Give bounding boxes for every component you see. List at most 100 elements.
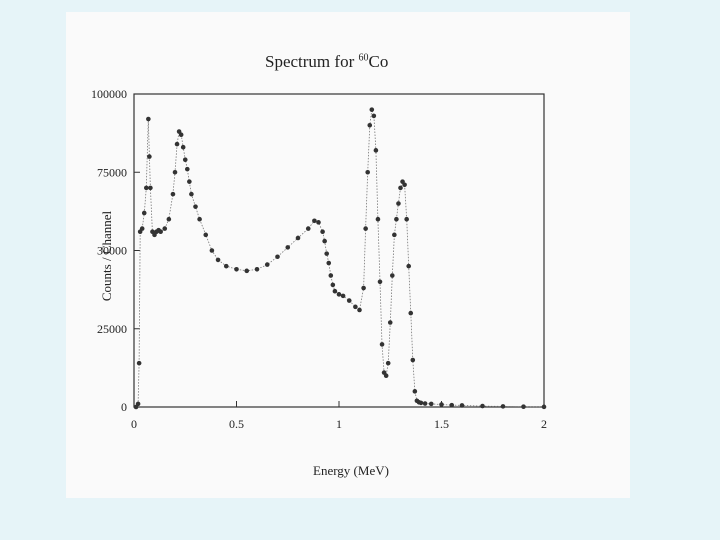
y-tick-label: 75000 (97, 165, 127, 179)
data-point (172, 169, 178, 175)
data-point (459, 403, 465, 408)
data-point (377, 279, 383, 285)
x-tick-label: 0.5 (229, 417, 244, 431)
data-point (367, 123, 373, 128)
data-point (141, 210, 147, 216)
data-point (373, 148, 379, 153)
chart-title-isotope-symbol: Co (368, 52, 389, 71)
data-point (316, 220, 321, 225)
data-point (394, 216, 399, 222)
data-point (295, 235, 301, 241)
data-point (369, 107, 375, 112)
data-point (135, 401, 141, 407)
data-point (136, 360, 142, 366)
data-point (174, 141, 180, 147)
data-point (275, 254, 280, 260)
data-point (244, 268, 250, 274)
data-point (326, 260, 332, 266)
data-point (144, 185, 149, 191)
data-point (392, 232, 397, 238)
x-tick-label: 2 (541, 417, 547, 431)
data-point (449, 402, 455, 408)
data-point (480, 403, 485, 409)
data-point (398, 185, 403, 191)
data-point (385, 360, 391, 366)
x-axis-label: Energy (MeV) (313, 463, 389, 478)
y-tick-label: 30000 (97, 244, 127, 258)
data-point (541, 404, 547, 410)
x-tick-label: 1.5 (434, 417, 449, 431)
data-point (147, 154, 152, 159)
data-point (185, 166, 190, 172)
chart-title-text: Spectrum for (265, 52, 359, 71)
data-point (330, 282, 336, 288)
y-tick-label: 25000 (97, 322, 127, 336)
data-point (320, 229, 325, 235)
data-point (412, 389, 418, 394)
data-point (383, 373, 389, 379)
data-point (148, 185, 153, 191)
data-point (418, 400, 424, 406)
data-point (439, 402, 444, 407)
data-point (404, 216, 409, 222)
data-point (396, 201, 401, 206)
data-point (410, 357, 416, 363)
data-point (305, 226, 311, 231)
data-point (182, 157, 188, 163)
data-point (371, 113, 377, 119)
data-point (406, 263, 412, 269)
y-tick-label: 100000 (91, 87, 127, 101)
data-point (500, 404, 506, 409)
data-point (363, 226, 368, 231)
data-point (375, 216, 381, 222)
spectrum-trace (135, 109, 545, 408)
data-point (336, 292, 342, 297)
data-point (361, 285, 366, 291)
data-point (402, 182, 407, 188)
data-point (365, 169, 371, 175)
data-point (379, 342, 385, 347)
data-point (146, 116, 151, 122)
data-point (193, 204, 198, 209)
data-point (215, 257, 221, 263)
data-point (521, 404, 526, 409)
data-point (353, 304, 358, 310)
data-point (178, 132, 184, 137)
data-point (223, 263, 229, 269)
data-point (197, 216, 202, 222)
chart-title-isotope-mass: 60 (358, 52, 369, 64)
data-point (408, 310, 414, 316)
data-point (180, 144, 186, 150)
data-point (322, 238, 327, 244)
data-point (285, 245, 291, 250)
data-point (158, 229, 163, 235)
data-point (324, 251, 330, 256)
data-point (312, 218, 317, 224)
data-point (162, 226, 168, 231)
data-point (264, 262, 270, 267)
data-point (422, 401, 428, 406)
chart-paper (66, 12, 630, 498)
data-point (332, 288, 338, 294)
data-point (170, 191, 176, 197)
data-point (166, 216, 172, 222)
data-point (189, 191, 194, 197)
data-point (254, 266, 260, 272)
data-point (187, 179, 192, 184)
data-point (390, 273, 395, 278)
data-point (340, 293, 346, 299)
data-point (203, 232, 209, 238)
chart-title: Spectrum for 60Co (265, 52, 388, 72)
data-point (346, 298, 352, 303)
x-tick-label: 0 (131, 417, 137, 431)
data-point (428, 401, 434, 407)
y-tick-label: 0 (121, 400, 127, 414)
data-point (234, 266, 239, 272)
data-point (139, 226, 145, 231)
data-point (328, 273, 334, 278)
data-point (357, 307, 362, 313)
data-point (209, 248, 215, 253)
data-point (387, 320, 393, 325)
x-tick-label: 1 (336, 417, 342, 431)
